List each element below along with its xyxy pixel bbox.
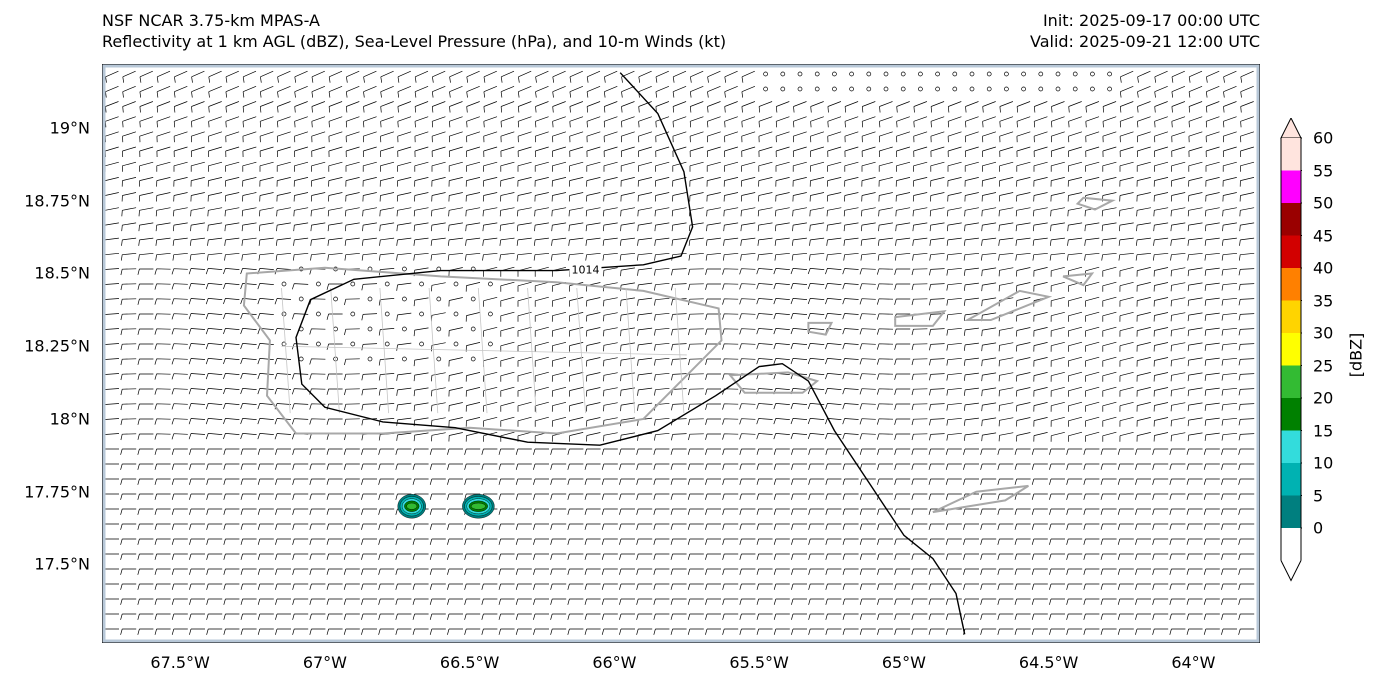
coastlines-layer [242,196,1116,514]
colorbar-tick-label: 20 [1313,388,1334,408]
wind-barbs [103,70,1255,635]
figure-title-right: Init: 2025-09-17 00:00 UTC Valid: 2025-0… [1030,10,1260,52]
colorbar-tick-label: 0 [1313,518,1324,538]
reflectivity-cell-2-level-20 [470,502,486,510]
y-tick-label: 18°N [49,409,90,429]
x-tick-label: 66.5°W [439,653,500,672]
colorbar-bin-0 [1281,495,1301,528]
y-tick-label: 17.5°N [34,554,90,574]
figure-title-left: NSF NCAR 3.75-km MPAS-A Reflectivity at … [102,10,726,52]
anegada-coast [1075,196,1116,211]
colorbar-tick-label: 55 [1313,161,1334,180]
colorbar-bin-5 [1281,463,1301,496]
map-background [102,64,1260,643]
model-name: NSF NCAR 3.75-km MPAS-A [102,11,320,30]
x-tick-label: 66°W [592,653,637,672]
colorbar-extend-max [1280,118,1302,139]
colorbar-tick-label: 5 [1313,486,1324,505]
colorbar-bin-45 [1281,203,1301,236]
colorbar-bin-20 [1281,365,1301,398]
isobar-line [295,72,966,635]
wind-barbs-layer [103,70,1255,635]
colorbar-bin-50 [1281,170,1301,203]
colorbar-tick-label: 40 [1313,258,1334,278]
isobar-label: 1014 [571,264,599,277]
y-tick-label: 18.75°N [24,191,90,211]
virgin-gorda-coast [1062,272,1095,287]
x-tick-label: 65.5°W [729,653,789,672]
colorbar-extend-min [1280,560,1302,582]
colorbar-bin-15 [1281,398,1301,431]
init-time: Init: 2025-09-17 00:00 UTC [1042,11,1260,30]
map-panel: 1014 [102,64,1260,643]
y-tick-label: 18.5°N [34,263,90,283]
isobar-label-bg [569,262,602,277]
puerto-rico-coast [242,266,723,435]
st-thomas-coast [894,310,947,327]
colorbar-tick-label: 30 [1313,323,1334,343]
culebra-coast [807,321,834,336]
colorbar-tick-label: 15 [1313,421,1334,440]
x-tick-label: 64.5°W [1018,653,1079,672]
x-tick-label: 65°W [881,653,926,672]
colorbar-tick-label: 25 [1313,356,1334,375]
y-tick-label: 19°N [49,118,90,138]
colorbar-tick-label: 45 [1313,226,1334,245]
colorbar-bin-35 [1281,268,1301,301]
x-tick-label: 67°W [302,653,347,672]
reflectivity-layer [397,494,495,519]
colorbar-tick-label: 35 [1313,291,1334,310]
colorbar-bin-55 [1281,138,1301,171]
y-tick-label: 18.25°N [24,336,90,356]
x-tick-label: 64°W [1171,653,1216,672]
colorbar-bin-under [1281,528,1301,561]
colorbar-tick-label: 10 [1313,453,1334,473]
st-john-tortola-coast [963,289,1053,321]
colorbar [1280,118,1302,582]
colorbar-bin-25 [1281,333,1301,366]
municipal-borders [281,287,687,414]
colorbar-outline [1280,138,1302,561]
x-tick-label: 67.5°W [150,653,210,672]
field-description: Reflectivity at 1 km AGL (dBZ), Sea-Leve… [102,32,727,51]
vieques-coast [728,371,820,394]
colorbar-bin-40 [1281,235,1301,268]
colorbar-tick-label: 60 [1313,128,1334,148]
isobar-layer: 1014 [295,72,966,635]
y-tick-label: 17.75°N [24,482,90,502]
valid-time: Valid: 2025-09-21 12:00 UTC [1029,32,1260,51]
colorbar-bin-30 [1281,300,1301,333]
map-inner-edge [102,64,1260,643]
colorbar-bin-10 [1281,430,1301,463]
st-croix-coast [932,484,1029,514]
colorbar-title: [dBZ] [1346,332,1366,378]
reflectivity-cell-1-level-20 [406,502,418,510]
colorbar-tick-label: 50 [1313,193,1334,213]
